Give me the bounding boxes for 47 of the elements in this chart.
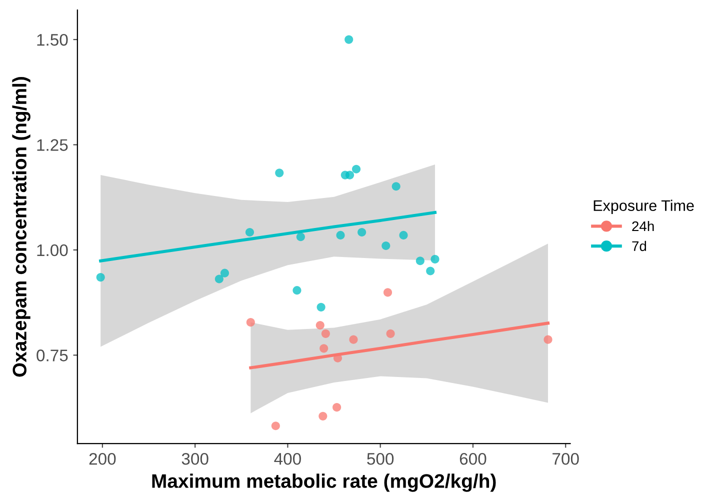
- line-series: [249, 322, 550, 370]
- y-axis-title: Oxazepam concentration (ng/ml): [12, 77, 30, 377]
- point: [271, 422, 280, 430]
- point: [416, 256, 424, 266]
- x-tick-label: 300: [182, 452, 208, 465]
- point: [349, 335, 358, 344]
- point: [352, 164, 361, 174]
- point: [544, 335, 552, 344]
- point: [345, 170, 354, 180]
- point: [246, 318, 255, 327]
- x-tick-label: 500: [367, 452, 394, 465]
- point: [386, 329, 395, 338]
- point: [245, 228, 254, 237]
- legend-title: Exposure Time: [594, 200, 694, 214]
- point: [358, 228, 366, 237]
- point: [383, 288, 392, 297]
- x-axis-title: Maximum metabolic rate (mgO2/kg/h): [152, 474, 496, 492]
- point: [316, 320, 324, 330]
- point: [316, 302, 326, 312]
- x-tick-label: 600: [460, 452, 486, 465]
- point: [399, 230, 408, 240]
- y-tick-label: 1.50: [37, 34, 68, 46]
- x-tick-label: 400: [274, 452, 301, 465]
- line-series: [99, 210, 437, 262]
- point: [344, 35, 354, 44]
- point: [332, 403, 342, 412]
- point: [292, 286, 302, 295]
- point: [321, 329, 330, 338]
- point: [382, 241, 390, 250]
- x-tick-label: 200: [89, 452, 116, 465]
- point: [320, 344, 328, 353]
- point: [275, 168, 284, 178]
- point: [430, 254, 440, 264]
- x-tick-label: 700: [552, 452, 579, 465]
- point: [426, 266, 435, 276]
- y-tick-label: 1.25: [37, 139, 68, 151]
- point: [318, 412, 328, 420]
- point: [96, 273, 105, 282]
- y-tick-label: 0.75: [36, 350, 68, 362]
- y-tick-label: 1.00: [37, 244, 68, 256]
- point: [336, 230, 345, 240]
- point: [392, 182, 400, 191]
- point: [214, 274, 224, 284]
- point: [296, 232, 305, 242]
- legend-label: 24h: [632, 220, 654, 232]
- legend-label: 7d: [632, 240, 646, 252]
- point: [220, 268, 230, 278]
